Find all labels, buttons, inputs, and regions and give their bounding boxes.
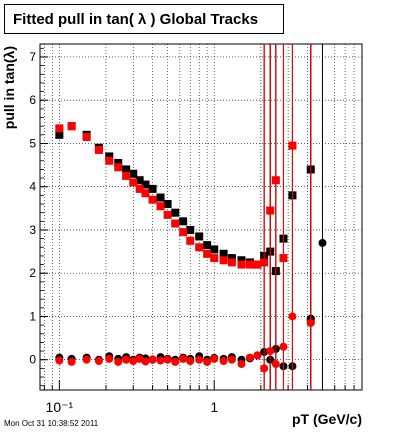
y-tick-label: 1 [29, 309, 36, 323]
data-point-square [237, 256, 246, 265]
data-point-circle [171, 357, 180, 366]
data-point-circle [148, 355, 157, 364]
data-point-square [227, 258, 236, 267]
data-point-square [179, 217, 188, 226]
data-point-circle [129, 357, 138, 366]
data-point-square [210, 254, 219, 263]
data-point-square [186, 225, 195, 234]
data-point-circle [260, 364, 269, 373]
data-point-square [210, 245, 219, 254]
data-point-square [105, 156, 114, 165]
data-point-square [135, 176, 144, 185]
data-point-square [148, 195, 157, 204]
data-point-circle [55, 356, 64, 365]
y-tick-label: 7 [29, 50, 36, 64]
data-point-circle [163, 355, 172, 364]
data-point-circle [271, 360, 280, 369]
data-point-circle [266, 347, 275, 356]
x-tick-label: 10⁻¹ [46, 399, 74, 415]
data-point-square [227, 254, 236, 263]
data-point-square [203, 249, 212, 258]
y-tick-label: 4 [29, 180, 36, 194]
data-point-circle [114, 357, 123, 366]
data-point-circle [245, 353, 254, 362]
chart-title-box: Fitted pull in tan( λ ) Global Tracks [4, 4, 284, 34]
data-point-square [171, 208, 180, 217]
data-point-circle [219, 357, 228, 366]
data-point-circle [105, 354, 114, 363]
data-point-square [163, 210, 172, 219]
data-point-square [105, 152, 114, 161]
data-point-square [82, 132, 91, 141]
data-point-square [219, 249, 228, 258]
x-axis-title: pT (GeV/c) [292, 411, 362, 427]
data-point-circle [94, 357, 103, 366]
data-point-circle [253, 351, 262, 360]
y-tick-label: 2 [29, 266, 36, 280]
data-point-square [55, 124, 64, 133]
data-point-square [67, 122, 76, 131]
data-point-square [237, 260, 246, 269]
y-tick-label: 3 [29, 223, 36, 237]
data-point-circle [288, 312, 297, 321]
data-point-square [171, 219, 180, 228]
y-tick-label: 6 [29, 93, 36, 107]
data-point-square [219, 256, 228, 265]
data-point-square [245, 260, 254, 269]
data-point-circle [195, 355, 204, 364]
timestamp-label: Mon Oct 31 10:38:52 2011 [4, 419, 99, 428]
data-point-square [122, 171, 131, 180]
data-point-circle [279, 342, 288, 351]
plot-frame [39, 43, 363, 391]
y-tick-label: 5 [29, 136, 36, 150]
data-point-square [195, 232, 204, 241]
data-point-square [163, 200, 172, 209]
data-point-square [148, 184, 157, 193]
data-point-circle [122, 355, 131, 364]
data-point-square [55, 130, 64, 139]
data-point-circle [203, 357, 212, 366]
data-point-square [122, 165, 131, 174]
data-point-square [186, 236, 195, 245]
data-point-circle [179, 354, 188, 363]
data-point-circle [67, 357, 76, 366]
data-point-circle [237, 360, 246, 369]
data-point-square [156, 202, 165, 211]
data-point-square [129, 169, 138, 178]
x-tick-label: 1 [210, 399, 218, 415]
data-point-square [94, 145, 103, 154]
data-point-square [135, 184, 144, 193]
data-point-circle [227, 355, 236, 364]
data-point-square [203, 241, 212, 250]
data-point-square [195, 243, 204, 252]
data-point-square [156, 193, 165, 202]
data-point-square [129, 178, 138, 187]
data-point-square [253, 260, 262, 269]
data-point-square [179, 228, 188, 237]
data-point-circle [318, 238, 327, 247]
y-tick-label: 0 [29, 353, 36, 367]
data-point-square [141, 180, 150, 189]
data-point-circle [156, 356, 165, 365]
data-point-circle [210, 354, 219, 363]
data-point-square [141, 189, 150, 198]
data-point-circle [141, 357, 150, 366]
data-point-circle [186, 357, 195, 366]
data-point-circle [306, 318, 315, 327]
data-point-circle [82, 355, 91, 364]
data-point-square [114, 158, 123, 167]
y-axis-title: pull in tan(λ) [1, 46, 17, 129]
chart-title: Fitted pull in tan( λ ) Global Tracks [13, 10, 259, 28]
data-point-square [114, 163, 123, 172]
